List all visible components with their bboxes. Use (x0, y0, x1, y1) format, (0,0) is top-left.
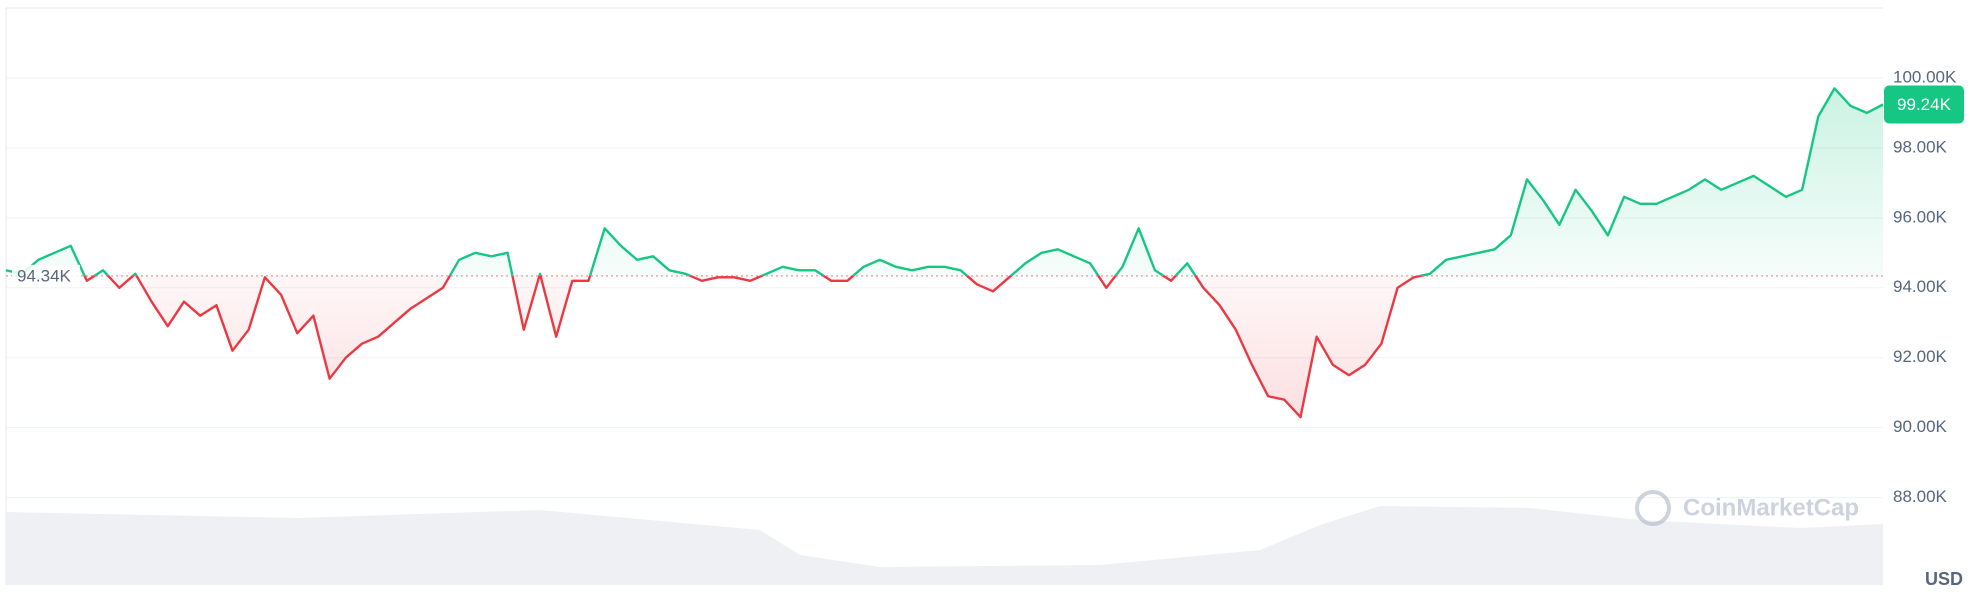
watermark-logo (1635, 490, 1671, 526)
y-tick-label: 100.00K (1893, 67, 1957, 86)
baseline-label-bg (12, 264, 80, 287)
y-tick-label: 88.00K (1893, 487, 1948, 506)
y-tick-label: 92.00K (1893, 347, 1948, 366)
price-line (5, 87, 1884, 419)
y-tick-label: 96.00K (1893, 207, 1948, 226)
volume-area (6, 506, 1883, 585)
watermark: CoinMarketCap (1635, 490, 1859, 526)
y-tick-label: 94.00K (1893, 277, 1948, 296)
baseline-label: 94.34K (17, 266, 72, 285)
watermark-text: CoinMarketCap (1683, 494, 1859, 521)
price-badge-label: 99.24K (1897, 95, 1952, 114)
y-tick-label: 98.00K (1893, 137, 1948, 156)
price-badge (1884, 85, 1964, 124)
axis-unit: USD (1925, 569, 1963, 589)
y-tick-label: 90.00K (1893, 417, 1948, 436)
price-area (6, 88, 1883, 418)
